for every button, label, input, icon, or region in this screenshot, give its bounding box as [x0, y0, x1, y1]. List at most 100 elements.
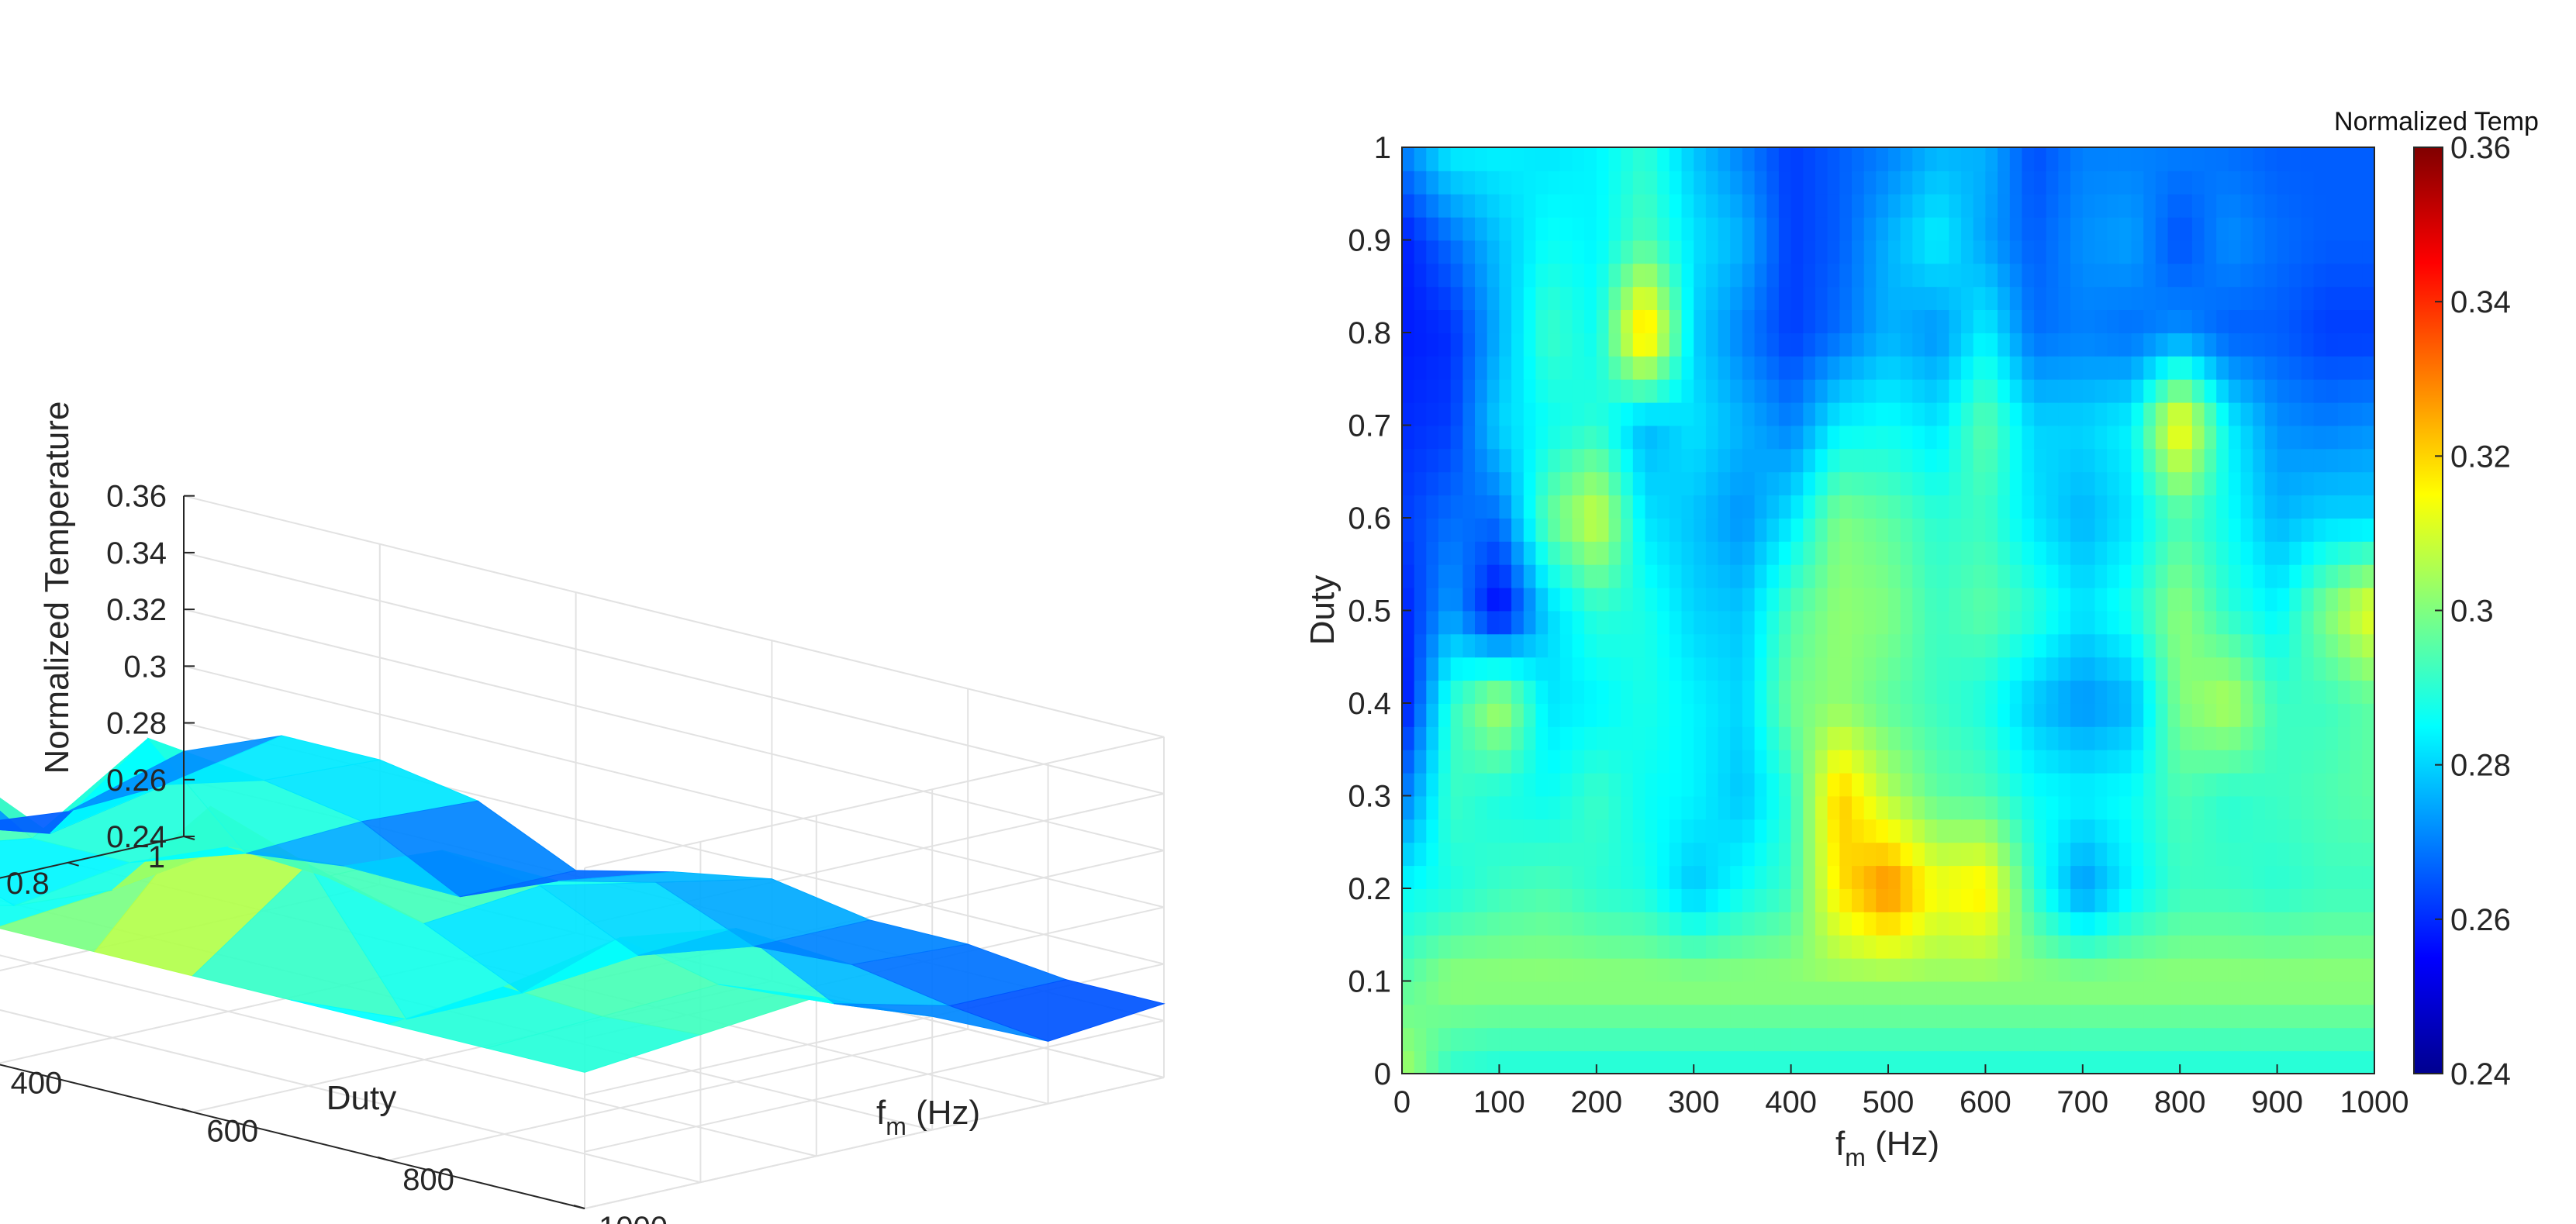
heatmap-cell — [1402, 888, 1415, 912]
heatmap-cell — [2082, 957, 2096, 982]
heatmap-cell — [1912, 147, 1925, 171]
heatmap-cell — [1705, 471, 1719, 496]
heatmap-cell — [1778, 193, 1792, 218]
heatmap-cell — [1681, 309, 1695, 333]
heatmap-cell — [2058, 1004, 2071, 1029]
heatmap-cell — [1705, 518, 1719, 542]
heatmap-cell — [1462, 425, 1476, 450]
heatmap-cell — [1766, 911, 1780, 936]
heatmap-cell — [1876, 402, 1889, 426]
heatmap-cell — [1645, 240, 1659, 264]
heatmap-cell — [1790, 425, 1804, 450]
heatmap-cell — [1632, 448, 1646, 473]
heatmap-cell — [2326, 355, 2339, 380]
heatmap-cell — [1912, 495, 1925, 519]
heatmap-cell — [2228, 888, 2242, 912]
heatmap-cell — [1888, 957, 1901, 982]
heatmap-cell — [1973, 934, 1987, 959]
heatmap-cell — [1584, 471, 1597, 496]
heatmap-cell — [1535, 981, 1549, 1005]
heatmap-cell — [1718, 957, 1732, 982]
heatmap-cell — [1548, 888, 1561, 912]
heatmap-cell — [2131, 749, 2145, 774]
heatmap-cell — [2228, 170, 2242, 195]
heatmap-cell — [2107, 471, 2120, 496]
heatmap-cell — [1803, 888, 1816, 912]
heatmap-cell — [1985, 1027, 1998, 1052]
heatmap-cell — [2107, 309, 2120, 333]
heatmap-cell — [2313, 633, 2327, 658]
heatmap-cell — [2338, 240, 2351, 264]
heatmap-cell — [1718, 749, 1732, 774]
heatmap-cell — [1888, 216, 1901, 241]
heatmap-cell — [2216, 1027, 2229, 1052]
heatmap-cell — [2107, 772, 2120, 797]
heatmap-cell — [2143, 749, 2156, 774]
heatmap-cell — [1961, 703, 1974, 727]
heatmap-cell — [1790, 772, 1804, 797]
heatmap-cell — [2131, 471, 2145, 496]
heatmap-cell — [1621, 1050, 1634, 1074]
heatmap-cell — [1705, 680, 1719, 704]
heatmap-cell — [1499, 911, 1512, 936]
heatmap-cell — [1511, 726, 1525, 750]
heatmap-cell — [1839, 772, 1853, 797]
heatmap-cell — [1511, 193, 1525, 218]
heatmap-cell — [2070, 147, 2084, 171]
heatmap-cell — [1900, 286, 1914, 310]
heatmap-cell — [1632, 147, 1646, 171]
heatmap-cell — [2191, 193, 2205, 218]
heatmap-cell — [1839, 1027, 1853, 1052]
heatmap-cell — [2240, 193, 2254, 218]
heatmap-cell — [1584, 540, 1597, 565]
heatmap-cell — [1596, 1004, 1610, 1029]
heatmap-cell — [1438, 749, 1452, 774]
heatmap-cell — [1998, 448, 2011, 473]
heatmap-cell — [2180, 795, 2193, 820]
heatmap-cell — [2228, 263, 2242, 288]
heatmap-cell — [1487, 772, 1500, 797]
heatmap-cell — [1863, 309, 1877, 333]
heatmap-cell — [2118, 564, 2132, 588]
heatmap-cell — [1766, 495, 1780, 519]
heatmap-cell — [2046, 147, 2060, 171]
heatmap-cell — [2253, 1027, 2266, 1052]
heatmap-cell — [1754, 911, 1768, 936]
heatmap-cell — [1839, 680, 1853, 704]
heatmap-cell — [2350, 1004, 2364, 1029]
heatmap-cell — [2118, 263, 2132, 288]
heatmap-cell — [1669, 633, 1683, 658]
heatmap-cell — [2058, 842, 2071, 867]
heatmap-cell — [1815, 587, 1828, 612]
heatmap-cell — [2180, 633, 2193, 658]
heatmap-cell — [2022, 587, 2035, 612]
heatmap-cell — [1803, 540, 1816, 565]
heatmap-cell — [1694, 425, 1707, 450]
heatmap-cell — [1766, 819, 1780, 843]
heatmap-cell — [2313, 610, 2327, 635]
heatmap-cell — [1839, 147, 1853, 171]
heatmap-cell — [1876, 540, 1889, 565]
heatmap-cell — [2362, 216, 2374, 241]
heatmap-cell — [1450, 518, 1464, 542]
y-axis-line — [0, 836, 185, 879]
heatmap-cell — [1645, 726, 1659, 750]
heatmap-cell — [1754, 587, 1768, 612]
z-tick-label: 0.32 — [106, 593, 167, 627]
heatmap-cell — [1487, 1050, 1500, 1074]
heatmap-cell — [2216, 378, 2229, 403]
heatmap-cell — [1754, 495, 1768, 519]
heatmap-cell — [2094, 772, 2108, 797]
heatmap-cell — [1669, 934, 1683, 959]
heatmap-cell — [1888, 772, 1901, 797]
heatmap-cell — [1402, 865, 1415, 889]
heatmap-cell — [1645, 888, 1659, 912]
heatmap-cell — [1657, 240, 1670, 264]
heatmap-cell — [2289, 402, 2302, 426]
heatmap-cell — [2362, 1004, 2374, 1029]
heatmap-cell — [1621, 216, 1634, 241]
heatmap-cell — [2313, 355, 2327, 380]
heatmap-cell — [1548, 1027, 1561, 1052]
heatmap-cell — [1608, 957, 1622, 982]
heatmap-cell — [1985, 540, 1998, 565]
